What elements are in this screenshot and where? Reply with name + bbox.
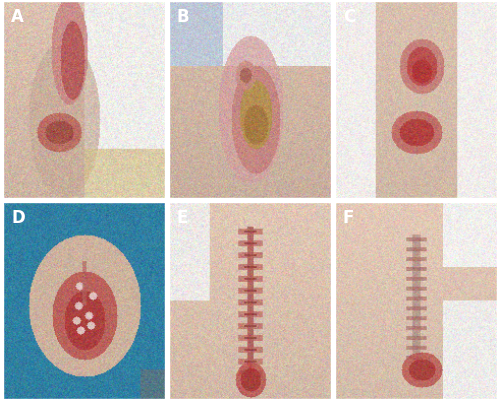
Text: F: F bbox=[343, 209, 354, 227]
Text: C: C bbox=[343, 8, 355, 26]
Text: E: E bbox=[177, 209, 188, 227]
Text: D: D bbox=[11, 209, 25, 227]
Text: A: A bbox=[11, 8, 24, 26]
Text: B: B bbox=[177, 8, 190, 26]
